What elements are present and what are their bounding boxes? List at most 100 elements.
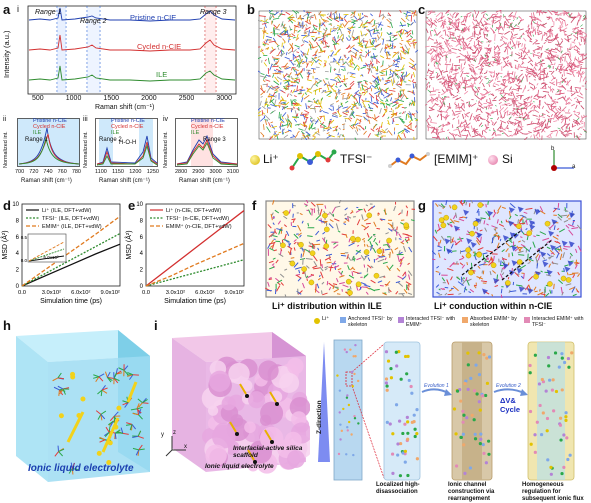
ytick-label: 2 [140,268,144,274]
tfsi-molecule-icon [288,148,338,174]
axis-y-letter: y [161,432,164,438]
species-legend: Li⁺ TFSI⁻ [EMIM]⁺ Si b a [248,148,588,174]
scheme-legend-absorbed: Absorbed EMIM⁺ by skeleton [470,316,522,328]
scheme-caption-1: Localized high-disassociation [376,482,438,496]
subpanel-ii-ylabel: Normalized int. [3,131,9,168]
emim-molecule-icon [388,148,430,174]
inset-ytick: 0.5 [21,235,28,240]
subpanel-iv-title: Range 3 [203,137,226,143]
panel-label-b: b [247,2,255,17]
scheme-legend-interacted-emim: Interacted EMIM⁺ with TFSI⁻ [532,316,588,328]
subpanel-iii-ylabel: Normalized int. [83,131,89,168]
axis-z-letter: z [173,430,176,436]
x-axis-label: Simulation time (ps) [164,298,226,305]
ytick-label: 2 [16,268,20,274]
ytick-label: 6 [140,235,144,241]
legend-li: Li⁺ [263,152,279,166]
ytick-label: 8 [16,218,20,224]
xtick-label: 0.0 [18,290,26,296]
xtick-label: 3.0x10² [166,290,185,296]
xtick-label: 9.0x10² [101,290,120,296]
scheme-caption-3: Homogeneous regulation for subsequent io… [522,482,590,503]
subpanel-ii-xlabel: Raman shift (cm⁻¹) [21,177,72,184]
caption-i-scaffold: Interfacial-active silica scaffold [233,445,308,459]
range-2-label: Range 2 [80,18,106,25]
md-box-ile [258,10,418,140]
panel-a-xlabel: Raman shift (cm⁻¹) [95,103,154,111]
subpanel-iv-ylabel: Normalized int. [163,131,169,168]
scheme-legend-li: Li⁺ [322,316,329,322]
axis-x-letter: x [184,444,187,450]
dv-cycle-label-2: Cycle [500,405,520,414]
md-box-ncie [425,10,587,140]
axis-b-letter: b [551,146,554,152]
li-ion-icon [250,155,260,165]
scheme-legend-interacted-tfsi: Interacted TFSI⁻ with EMIM⁺ [406,316,458,328]
xtick-label: 3.0x10² [42,290,61,296]
scheme-tfsi-anchored-icon [340,317,346,323]
legend-si: Si [502,152,513,166]
caption-g: Li⁺ conduction within n-CIE [434,301,552,312]
range-1-label: Range 1 [35,9,61,16]
xtick-label: 0.0 [142,290,150,296]
scheme-caption-2: Ionic channel construction via rearrange… [448,482,514,503]
xtick-label: 6.0x10² [195,290,214,296]
subpanel-iv: iv Pristine n-CIE Cycled n-CIE ILE Range… [163,116,241,190]
legend-ile: ILE [156,70,167,79]
legend-entry-2: EMIM⁺ (n-CIE, DFT+vdW) [166,223,232,230]
subpanel-iii-xlabel: Raman shift (cm⁻¹) [99,177,150,184]
caption-h: Ionic liquid electrolyte [28,463,134,474]
ytick-label: 8 [140,218,144,224]
legend-pristine: Pristine n-CIE [130,13,176,22]
li-conduction-snapshot [432,200,582,298]
subpanel-ii: ii Pristine n-CIE Cycled n-CIE ILE Range… [3,116,81,190]
subpanel-ii-title: Range 1 [25,137,48,143]
subpanel-iii-molecule: H-O-H [119,140,136,146]
dv-cycle-label-1: ΔV& [500,396,516,405]
xtick-label: 9.0x10² [225,290,244,296]
z-direction-label: Z-direction [316,400,323,434]
panel-label-f: f [252,198,256,213]
xtick-label: 6.0x10² [71,290,90,296]
scheme-li-icon [314,318,320,324]
scheme-emim-absorbed-icon [462,317,468,323]
scheme-tfsi-interacted-icon [398,317,404,323]
panel-label-g: g [418,198,426,213]
ytick-label: 4 [16,251,20,257]
legend-entry-1: TFSI⁻ (n-CIE, DFT+vdW) [166,216,229,222]
subpanel-ii-id: ii [3,116,6,123]
legend-entry-0: Li⁺ (n-CIE, DFT+vdW) [166,207,221,214]
scheme-legend-anchored: Anchored TFSI⁻ by skeleton [348,316,396,328]
subpanel-iv-legend-2: ILE [191,130,199,136]
li-distribution-snapshot [265,200,415,298]
caption-f: Li⁺ distribution within ILE [272,301,382,312]
evolution-1-label: Evolution 1 [424,383,449,389]
legend-cycled: Cycled n-CIE [137,42,181,51]
ytick-label: 10 [136,202,143,208]
subpanel-iii-legend-2: ILE [111,130,119,136]
subpanel-iv-id: iv [163,116,168,123]
y-axis-label: MSD (Å²) [0,230,9,259]
inset-xtick: 6.0x10² [43,255,59,260]
axis-a-letter: a [572,164,575,170]
y-axis-label: MSD (Å²) [124,230,133,259]
legend-entry-2: EMIM⁺ (ILE, DFT+vdW) [42,223,102,230]
range-3-label: Range 3 [200,9,226,16]
subpanel-iii-id: iii [83,116,88,123]
ytick-label: 6 [16,235,20,241]
panel-label-i: i [154,318,158,333]
scheme-emim-interacted-icon [524,317,530,323]
xyz-axis-icon [162,430,192,460]
subpanel-iv-xlabel: Raman shift (cm⁻¹) [179,177,230,184]
evolution-scheme: Li⁺ Anchored TFSI⁻ by skeleton Interacte… [312,314,590,496]
ytick-label: 4 [140,251,144,257]
panel-a-subpanels: ii Pristine n-CIE Cycled n-CIE ILE Range… [3,116,240,190]
legend-tfsi: TFSI⁻ [340,152,372,166]
legend-entry-0: Li⁺ (ILE, DFT+vdW) [42,207,92,214]
subpanel-ii-legend-2: ILE [33,130,41,136]
